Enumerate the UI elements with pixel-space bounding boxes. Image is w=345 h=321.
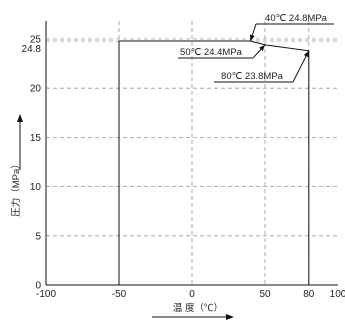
series-polyline xyxy=(118,40,310,285)
plot-frame xyxy=(45,21,338,286)
x-tick-label: 50 xyxy=(259,289,271,300)
annotation-label: 40℃ 24.8MPa xyxy=(265,13,328,24)
y-tick-label: 10 xyxy=(30,182,42,193)
y-tick-label: 15 xyxy=(30,133,42,144)
annotation-arrowhead xyxy=(249,34,255,41)
annotation-arrowhead xyxy=(259,44,265,52)
y-axis-label: 圧力（MPa） xyxy=(10,159,22,217)
y-tick-label-extra: 24.8 xyxy=(22,44,42,55)
x-tick-label: -100 xyxy=(36,289,56,300)
annotation-arrowhead xyxy=(303,50,309,58)
annotations: 40℃ 24.8MPa 50℃ 24.4MPa 80℃ 23.8MPa xyxy=(178,13,334,83)
y-tick-label: 25 xyxy=(30,35,42,46)
grid-lines xyxy=(46,21,338,285)
y-tick-label: 5 xyxy=(35,231,41,242)
y-tick-label: 20 xyxy=(30,84,42,95)
annotation-label: 80℃ 23.8MPa xyxy=(221,71,284,82)
x-axis-label: 温 度（℃） xyxy=(173,302,223,314)
x-tick-label: 80 xyxy=(303,289,315,300)
y-tick-label: 0 xyxy=(35,281,41,292)
x-tick-label: -50 xyxy=(112,289,127,300)
x-axis-arrow xyxy=(152,314,234,320)
annotation-label: 50℃ 24.4MPa xyxy=(180,47,243,58)
x-tick-label: 100 xyxy=(330,289,345,300)
x-tick-label: 0 xyxy=(189,289,195,300)
y-axis-arrow xyxy=(17,114,23,170)
